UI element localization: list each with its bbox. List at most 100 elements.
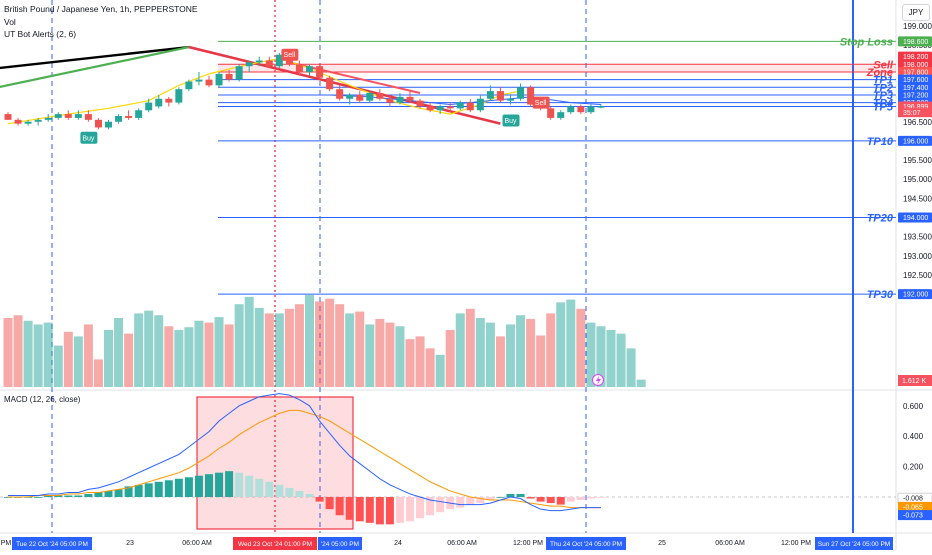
date-badge-label: '24 05:00 PM	[321, 541, 359, 548]
candle-body	[256, 60, 263, 62]
currency-button[interactable]: JPY	[902, 4, 930, 21]
macd-histogram-bar	[456, 497, 464, 508]
volume-bar	[114, 318, 123, 387]
volume-bar	[416, 336, 425, 387]
time-axis-label: 06:00 AM	[715, 540, 745, 547]
macd-histogram-bar	[517, 494, 525, 497]
candle-body	[115, 116, 122, 122]
volume-bar	[94, 359, 103, 387]
time-axis-label: 23	[126, 540, 134, 547]
macd-histogram-bar	[74, 495, 82, 497]
time-axis-label: 25	[658, 540, 666, 547]
symbol-title[interactable]: British Pound / Japanese Yen, 1h, PEPPER…	[4, 4, 198, 14]
candle-body	[25, 122, 32, 124]
candle-body	[346, 95, 353, 99]
candle-body	[306, 66, 313, 72]
macd-histogram-bar	[145, 483, 153, 497]
volume-bar	[134, 313, 143, 387]
macd-axis-label: 0.400	[903, 432, 924, 441]
date-badge-label: Tue 22 Oct '24 05:00 PM	[16, 541, 88, 548]
macd-value-label: -0.008	[903, 496, 923, 503]
candle-body	[165, 99, 172, 103]
volume-bar	[265, 313, 274, 387]
candle-body	[185, 82, 192, 90]
signal-label: Sell	[284, 52, 296, 59]
macd-histogram-bar	[436, 497, 444, 512]
volume-bar	[446, 330, 455, 387]
candle-body	[577, 106, 584, 112]
candle-body	[296, 64, 303, 72]
volume-bar	[245, 297, 254, 387]
volume-badge-label: 1.612 K	[902, 378, 926, 385]
candle-body	[417, 101, 424, 107]
price-badge-label: 192.000	[903, 292, 928, 299]
volume-bar	[345, 313, 354, 387]
macd-histogram-bar	[235, 473, 243, 497]
candle-body	[517, 87, 524, 98]
volume-bar	[225, 324, 234, 387]
candle-body	[105, 122, 112, 128]
signal-label: Buy	[504, 118, 517, 125]
volume-bar	[496, 336, 505, 387]
level-label-stop-loss: Stop Loss	[840, 36, 893, 48]
candle-body	[447, 106, 454, 108]
candle-body	[246, 62, 253, 66]
candle-body	[356, 95, 363, 101]
candle-body	[567, 106, 574, 112]
price-axis-label: 196.500	[903, 118, 932, 127]
volume-bar	[395, 326, 404, 387]
volume-bar	[335, 304, 344, 387]
candle-body	[155, 99, 162, 107]
ut-bot-indicator-label[interactable]: UT Bot Alerts (2, 6)	[4, 29, 76, 39]
level-label-tp20: TP20	[867, 213, 894, 225]
date-badge-label: Thu 24 Oct '24 05:00 PM	[550, 541, 622, 548]
candle-body	[55, 114, 62, 118]
time-axis-label: 24	[394, 540, 402, 547]
volume-bar	[375, 319, 384, 387]
macd-histogram-bar	[567, 497, 575, 502]
volume-bar	[164, 326, 173, 387]
candle-body	[206, 80, 213, 86]
volume-bar	[34, 324, 43, 387]
volume-bar	[617, 334, 626, 387]
price-axis-label: 195.000	[903, 175, 932, 184]
macd-histogram-bar	[587, 497, 595, 499]
macd-histogram-bar	[175, 479, 183, 497]
candle-body	[195, 80, 202, 82]
volume-bar	[255, 308, 264, 387]
candle-body	[396, 97, 403, 103]
macd-histogram-bar	[64, 495, 72, 497]
signal-label: Sell	[535, 100, 547, 107]
volume-bar	[426, 348, 435, 387]
candle-body	[587, 106, 594, 112]
price-axis-label: 193.500	[903, 233, 932, 242]
macd-histogram-bar	[195, 476, 203, 497]
candle-body	[487, 91, 494, 99]
macd-histogram-bar	[285, 488, 293, 497]
price-axis-label: 194.500	[903, 194, 932, 203]
macd-histogram-bar	[597, 497, 605, 498]
macd-histogram-bar	[406, 497, 414, 521]
candle-body	[45, 118, 52, 120]
volume-indicator-label[interactable]: Vol	[4, 17, 16, 27]
green-trend-line	[0, 47, 189, 87]
black-trend-line	[0, 47, 189, 68]
red-trend-line	[189, 47, 501, 124]
candle-body	[557, 112, 564, 118]
volume-bar	[305, 295, 314, 387]
volume-bar	[365, 324, 374, 387]
macd-indicator-label[interactable]: MACD (12, 26, close)	[4, 395, 80, 404]
volume-bar	[556, 302, 565, 387]
macd-axis-label: 0.600	[903, 402, 924, 411]
volume-bar	[235, 304, 244, 387]
time-axis-label: 06:00 AM	[182, 540, 212, 547]
candle-body	[376, 93, 383, 99]
volume-bar	[104, 330, 113, 387]
volume-bar	[406, 339, 415, 387]
macd-histogram-bar	[366, 497, 374, 523]
volume-bar	[385, 323, 394, 387]
volume-bar	[506, 324, 515, 387]
volume-bar	[24, 321, 33, 387]
